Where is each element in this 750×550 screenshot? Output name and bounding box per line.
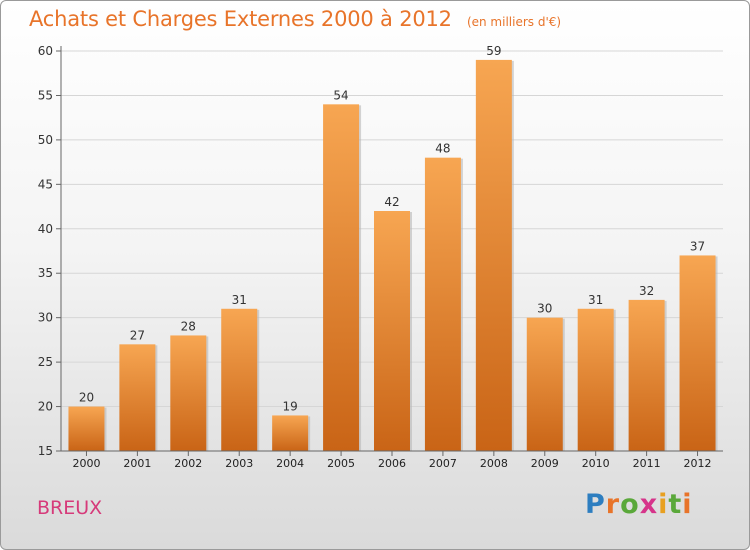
- x-tick-label: 2002: [174, 457, 202, 470]
- commune-name: BREUX: [37, 497, 103, 519]
- y-tick-label: 45: [38, 177, 53, 191]
- labels: 15 20 25 30 35 40 45 50 55 60 2000 20 2001 27 2002 28 20…: [38, 44, 712, 470]
- bar-2005: [323, 104, 360, 451]
- bars: [68, 59, 718, 452]
- bar-2011: [628, 299, 665, 451]
- data-label: 27: [130, 328, 145, 342]
- bar-2009: [526, 317, 563, 451]
- data-label: 20: [79, 391, 94, 405]
- data-label: 30: [537, 302, 552, 316]
- chart-subtitle: (en milliers d'€): [466, 15, 562, 29]
- data-label: 48: [435, 142, 450, 156]
- y-tick-label: 35: [38, 266, 53, 280]
- bar-2008: [475, 59, 512, 452]
- y-tick-label: 40: [38, 222, 53, 236]
- axes: [56, 46, 723, 456]
- x-tick-label: 2007: [429, 457, 457, 470]
- data-label: 42: [384, 195, 399, 209]
- y-tick-label: 30: [38, 311, 53, 325]
- bar-2012: [679, 255, 716, 451]
- data-label: 54: [333, 88, 348, 102]
- y-tick-label: 60: [38, 44, 53, 58]
- bar-2003: [221, 308, 258, 451]
- bar-2010: [577, 308, 614, 451]
- x-tick-label: 2003: [225, 457, 253, 470]
- x-tick-label: 2010: [582, 457, 610, 470]
- y-tick-label: 20: [38, 400, 53, 414]
- bar-2000: [68, 406, 105, 451]
- x-tick-label: 2000: [72, 457, 100, 470]
- x-tick-label: 2012: [684, 457, 712, 470]
- y-tick-label: 55: [38, 88, 53, 102]
- x-tick-label: 2001: [123, 457, 151, 470]
- x-tick-label: 2006: [378, 457, 406, 470]
- data-label: 31: [588, 293, 603, 307]
- data-label: 28: [181, 319, 196, 333]
- data-label: 31: [232, 293, 247, 307]
- y-tick-label: 15: [38, 444, 53, 458]
- x-tick-label: 2009: [531, 457, 559, 470]
- x-tick-label: 2004: [276, 457, 304, 470]
- bar-2001: [119, 344, 156, 451]
- data-label: 37: [690, 239, 705, 253]
- x-tick-label: 2008: [480, 457, 508, 470]
- title-row: Achats et Charges Externes 2000 à 2012 (…: [29, 7, 561, 31]
- chart-title: Achats et Charges Externes 2000 à 2012: [29, 7, 452, 31]
- proxiti-logo: Proxiti: [585, 489, 693, 520]
- data-label: 19: [283, 399, 298, 413]
- bar-2007: [424, 157, 461, 451]
- bar-2006: [374, 211, 410, 451]
- data-label: 59: [486, 44, 501, 58]
- bar-2004: [272, 415, 309, 451]
- x-tick-label: 2005: [327, 457, 355, 470]
- y-tick-label: 25: [38, 355, 53, 369]
- bar-2002: [170, 335, 207, 451]
- data-label: 32: [639, 284, 654, 298]
- x-tick-label: 2011: [633, 457, 661, 470]
- y-tick-label: 50: [38, 133, 53, 147]
